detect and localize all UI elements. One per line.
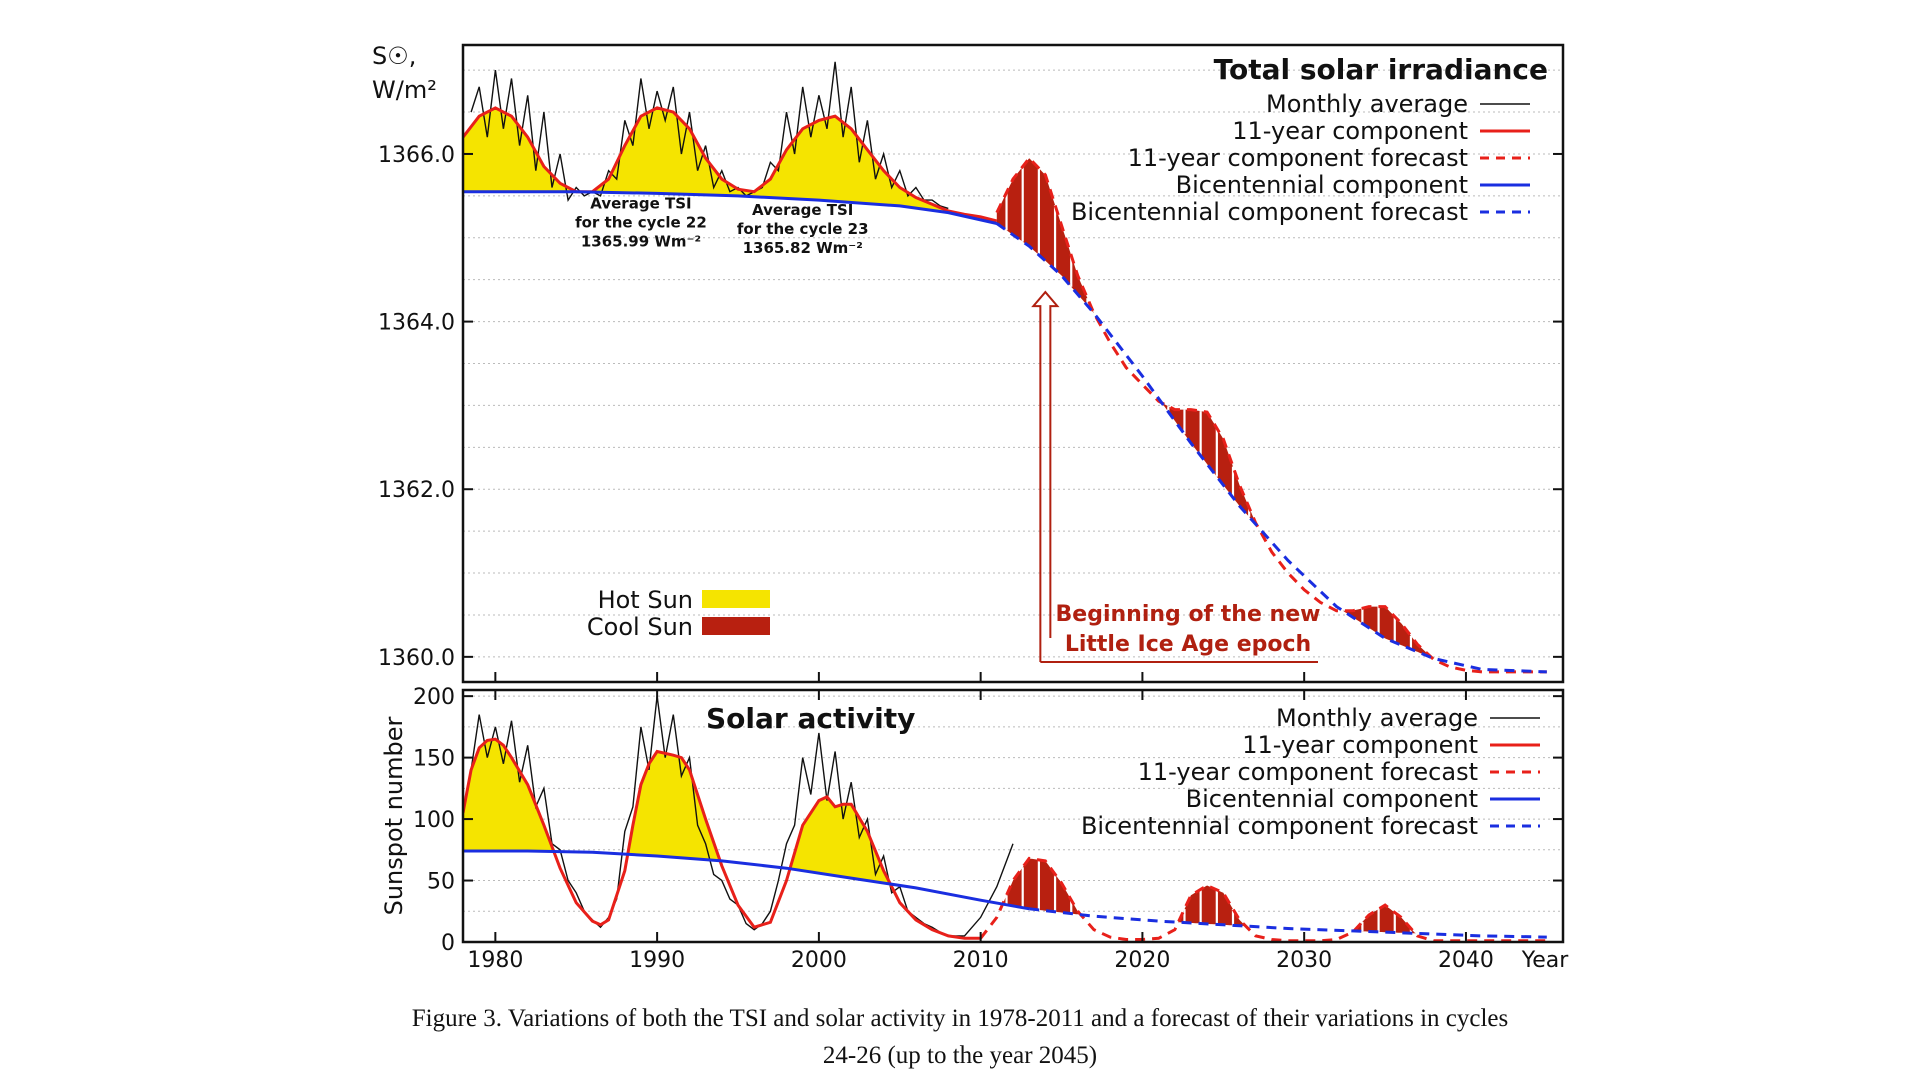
x-tick-label: 1980	[467, 948, 523, 973]
x-tick-label: 2000	[791, 948, 847, 973]
legend-entry-label: Monthly average	[1276, 704, 1478, 732]
sunspot-ylabel: Sunspot number	[380, 716, 408, 915]
annotation-line: for the cycle 22	[575, 213, 707, 231]
monthly-average-line	[470, 696, 1014, 937]
tsi-plot-frame	[461, 43, 1565, 684]
x-tick-label: 2020	[1114, 948, 1170, 973]
annotation-line: 1365.99 Wm⁻²	[581, 232, 701, 250]
y-tick-label: 50	[427, 870, 455, 895]
sunspot-hot-sun-fill	[463, 739, 981, 901]
y-tick-label: 1366.0	[378, 143, 455, 168]
y-tick-label: 150	[413, 747, 455, 772]
tsi-ylabel-line2: W/m²	[372, 76, 437, 104]
tsi-component-lines	[463, 106, 1547, 674]
y-tick-label: 0	[441, 931, 455, 956]
tsi-ylabel-line1: S☉,	[372, 42, 416, 70]
legend-entry-label: 11-year component	[1232, 117, 1468, 145]
sunspot-panel: 200 150 100 50 0 1980 1990 2000 2010 2020 2030 204…	[380, 685, 1569, 973]
eleven-year-component-line	[463, 106, 998, 223]
tsi-cool-sun-fill	[996, 158, 1547, 672]
little-ice-age-text-line2: Little Ice Age epoch	[1065, 632, 1311, 657]
legend-entry-label: Bicentennial component forecast	[1081, 812, 1478, 840]
eleven-year-forecast-line	[995, 155, 1547, 674]
y-tick-label: 200	[413, 685, 455, 710]
sunspot-plot-frame	[461, 688, 1565, 944]
legend-entry-label: Bicentennial component	[1186, 785, 1478, 813]
tsi-panel-title: Total solar irradiance	[1214, 53, 1548, 86]
fill-legend-label: Hot Sun	[598, 586, 693, 614]
annotation-line: Average TSI	[590, 194, 691, 212]
figure-caption-line1: Figure 3. Variations of both the TSI and…	[411, 1005, 1509, 1032]
bicentennial-forecast-line	[1029, 907, 1547, 939]
cool-sun-area	[996, 158, 1547, 672]
sunspot-y-ticks: 200 150 100 50 0	[413, 685, 1563, 956]
legend-entry-label: Bicentennial component	[1176, 171, 1468, 199]
x-tick-label: 2030	[1276, 948, 1332, 973]
tsi-hot-sun-fill	[463, 107, 997, 224]
eleven-year-forecast-line	[979, 856, 1547, 942]
legend-entry-label: 11-year component	[1242, 731, 1478, 759]
fill-legend-swatch	[702, 617, 770, 635]
y-tick-label: 1362.0	[378, 478, 455, 503]
fill-legend-swatch	[702, 590, 770, 608]
sunspot-component-lines	[463, 737, 1547, 942]
y-tick-label: 1364.0	[378, 311, 455, 336]
bicentennial-component-line	[463, 190, 998, 225]
fill-legend-label: Cool Sun	[587, 613, 693, 641]
sunspot-monthly-average-line	[470, 696, 1014, 937]
sunspot-plot-area	[463, 696, 1547, 942]
cool-sun-area	[980, 858, 1547, 938]
x-axis-ticks: 1980 1990 2000 2010 2020 2030 2040	[467, 690, 1494, 973]
x-tick-label: 2010	[953, 948, 1009, 973]
figure-caption: Figure 3. Variations of both the TSI and…	[0, 1000, 1920, 1074]
annotation-line: Average TSI	[752, 201, 853, 219]
little-ice-age-text-line1: Beginning of the new	[1056, 602, 1321, 627]
sunspot-cool-sun-fill	[980, 858, 1547, 938]
eleven-year-component-line	[463, 737, 981, 940]
x-axis-label: Year	[1521, 948, 1570, 973]
legend-entry-label: Bicentennial component forecast	[1071, 198, 1468, 226]
tsi-cool-sun-stripes	[1005, 166, 1413, 650]
little-ice-age-annotation: Beginning of the new Little Ice Age epoc…	[1031, 290, 1321, 663]
hot-sun-area	[463, 739, 981, 901]
legend-entry-label: 11-year component forecast	[1138, 758, 1478, 786]
x-tick-label: 1990	[629, 948, 685, 973]
y-tick-label: 1360.0	[378, 646, 455, 671]
hot-sun-area	[463, 107, 997, 224]
tsi-plot-area	[463, 61, 1547, 674]
little-ice-age-arrow	[1031, 290, 1318, 663]
y-tick-label: 100	[413, 808, 455, 833]
annotation-line: 1365.82 Wm⁻²	[743, 239, 863, 257]
bicentennial-component-line	[463, 849, 1030, 911]
legend-entry-label: Monthly average	[1266, 90, 1468, 118]
bicentennial-forecast-line	[995, 222, 1547, 674]
tsi-y-ticks: 1366.0 1364.0 1362.0 1360.0	[378, 143, 1563, 682]
annotation-line: for the cycle 23	[737, 220, 869, 238]
legend-entry-label: 11-year component forecast	[1128, 144, 1468, 172]
sunspot-panel-title: Solar activity	[706, 702, 915, 735]
x-tick-label: 2040	[1438, 948, 1494, 973]
figure-caption-line2: 24-26 (up to the year 2045)	[822, 1042, 1098, 1069]
tsi-panel: 1366.0 1364.0 1362.0 1360.0 S☉, W/m² Total …	[372, 42, 1565, 684]
